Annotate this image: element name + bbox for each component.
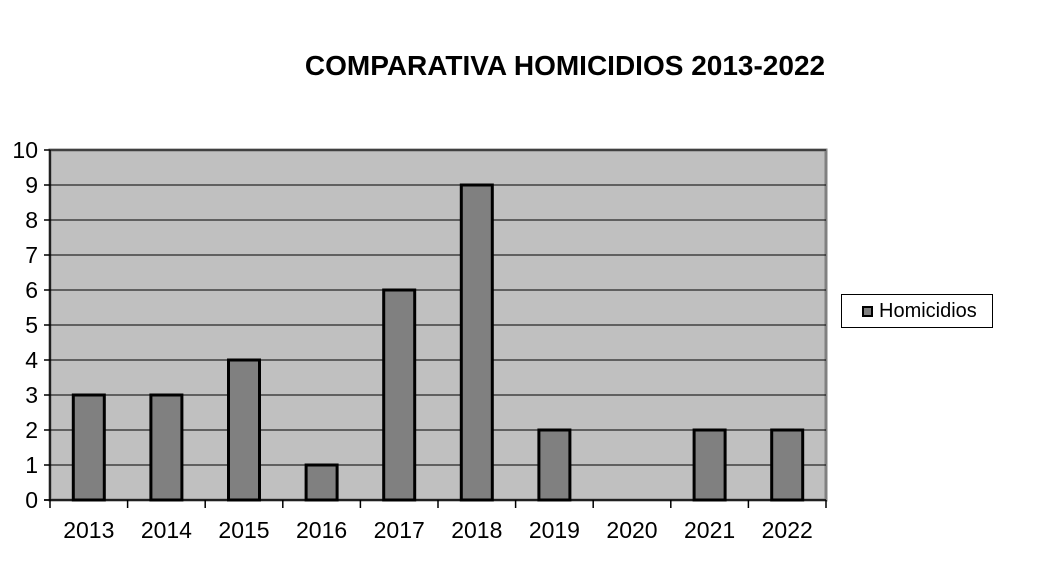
y-tick-labels: 0 1 2 3 4 5 6 7 8 9 10: [12, 137, 38, 513]
x-tick-label: 2020: [606, 517, 657, 543]
bar-2019: [537, 428, 572, 502]
bar-2021: [692, 428, 727, 502]
x-tick-label: 2015: [218, 517, 269, 543]
x-tick-label: 2019: [529, 517, 580, 543]
y-tick-label: 6: [25, 277, 38, 303]
y-tick-label: 5: [25, 312, 38, 338]
y-tick-label: 8: [25, 207, 38, 233]
bar-2022: [770, 428, 805, 502]
gridlines: [50, 149, 826, 466]
y-tick-label: 3: [25, 382, 38, 408]
bar-2014: [149, 393, 184, 502]
bar-2016: [304, 463, 339, 502]
y-tick-label: 10: [12, 137, 38, 163]
bar-2017: [382, 288, 417, 502]
legend-label: Homicidios: [879, 299, 977, 322]
x-tick-label: 2013: [63, 517, 114, 543]
y-tick-label: 7: [25, 242, 38, 268]
y-tick-label: 0: [25, 487, 38, 513]
bar-2013: [71, 393, 106, 502]
x-tick-label: 2021: [684, 517, 735, 543]
legend: Homicidios: [841, 294, 993, 328]
axes: [44, 149, 827, 508]
y-tick-label: 1: [25, 452, 38, 478]
y-tick-label: 2: [25, 417, 38, 443]
chart-title: COMPARATIVA HOMICIDIOS 2013-2022: [304, 50, 826, 81]
x-tick-labels: 2013 2014 2015 2016 2017 2018 2019 2020 2021 2022: [63, 517, 813, 543]
y-tick-label: 9: [25, 172, 38, 198]
x-tick-label: 2017: [374, 517, 425, 543]
bar-2015: [227, 358, 261, 502]
y-tick-label: 4: [25, 347, 38, 373]
x-tick-label: 2014: [141, 517, 192, 543]
x-tick-label: 2016: [296, 517, 347, 543]
x-tick-label: 2022: [762, 517, 813, 543]
legend-swatch: [862, 305, 873, 317]
x-tick-label: 2018: [451, 517, 502, 543]
bar-2018: [459, 183, 494, 502]
